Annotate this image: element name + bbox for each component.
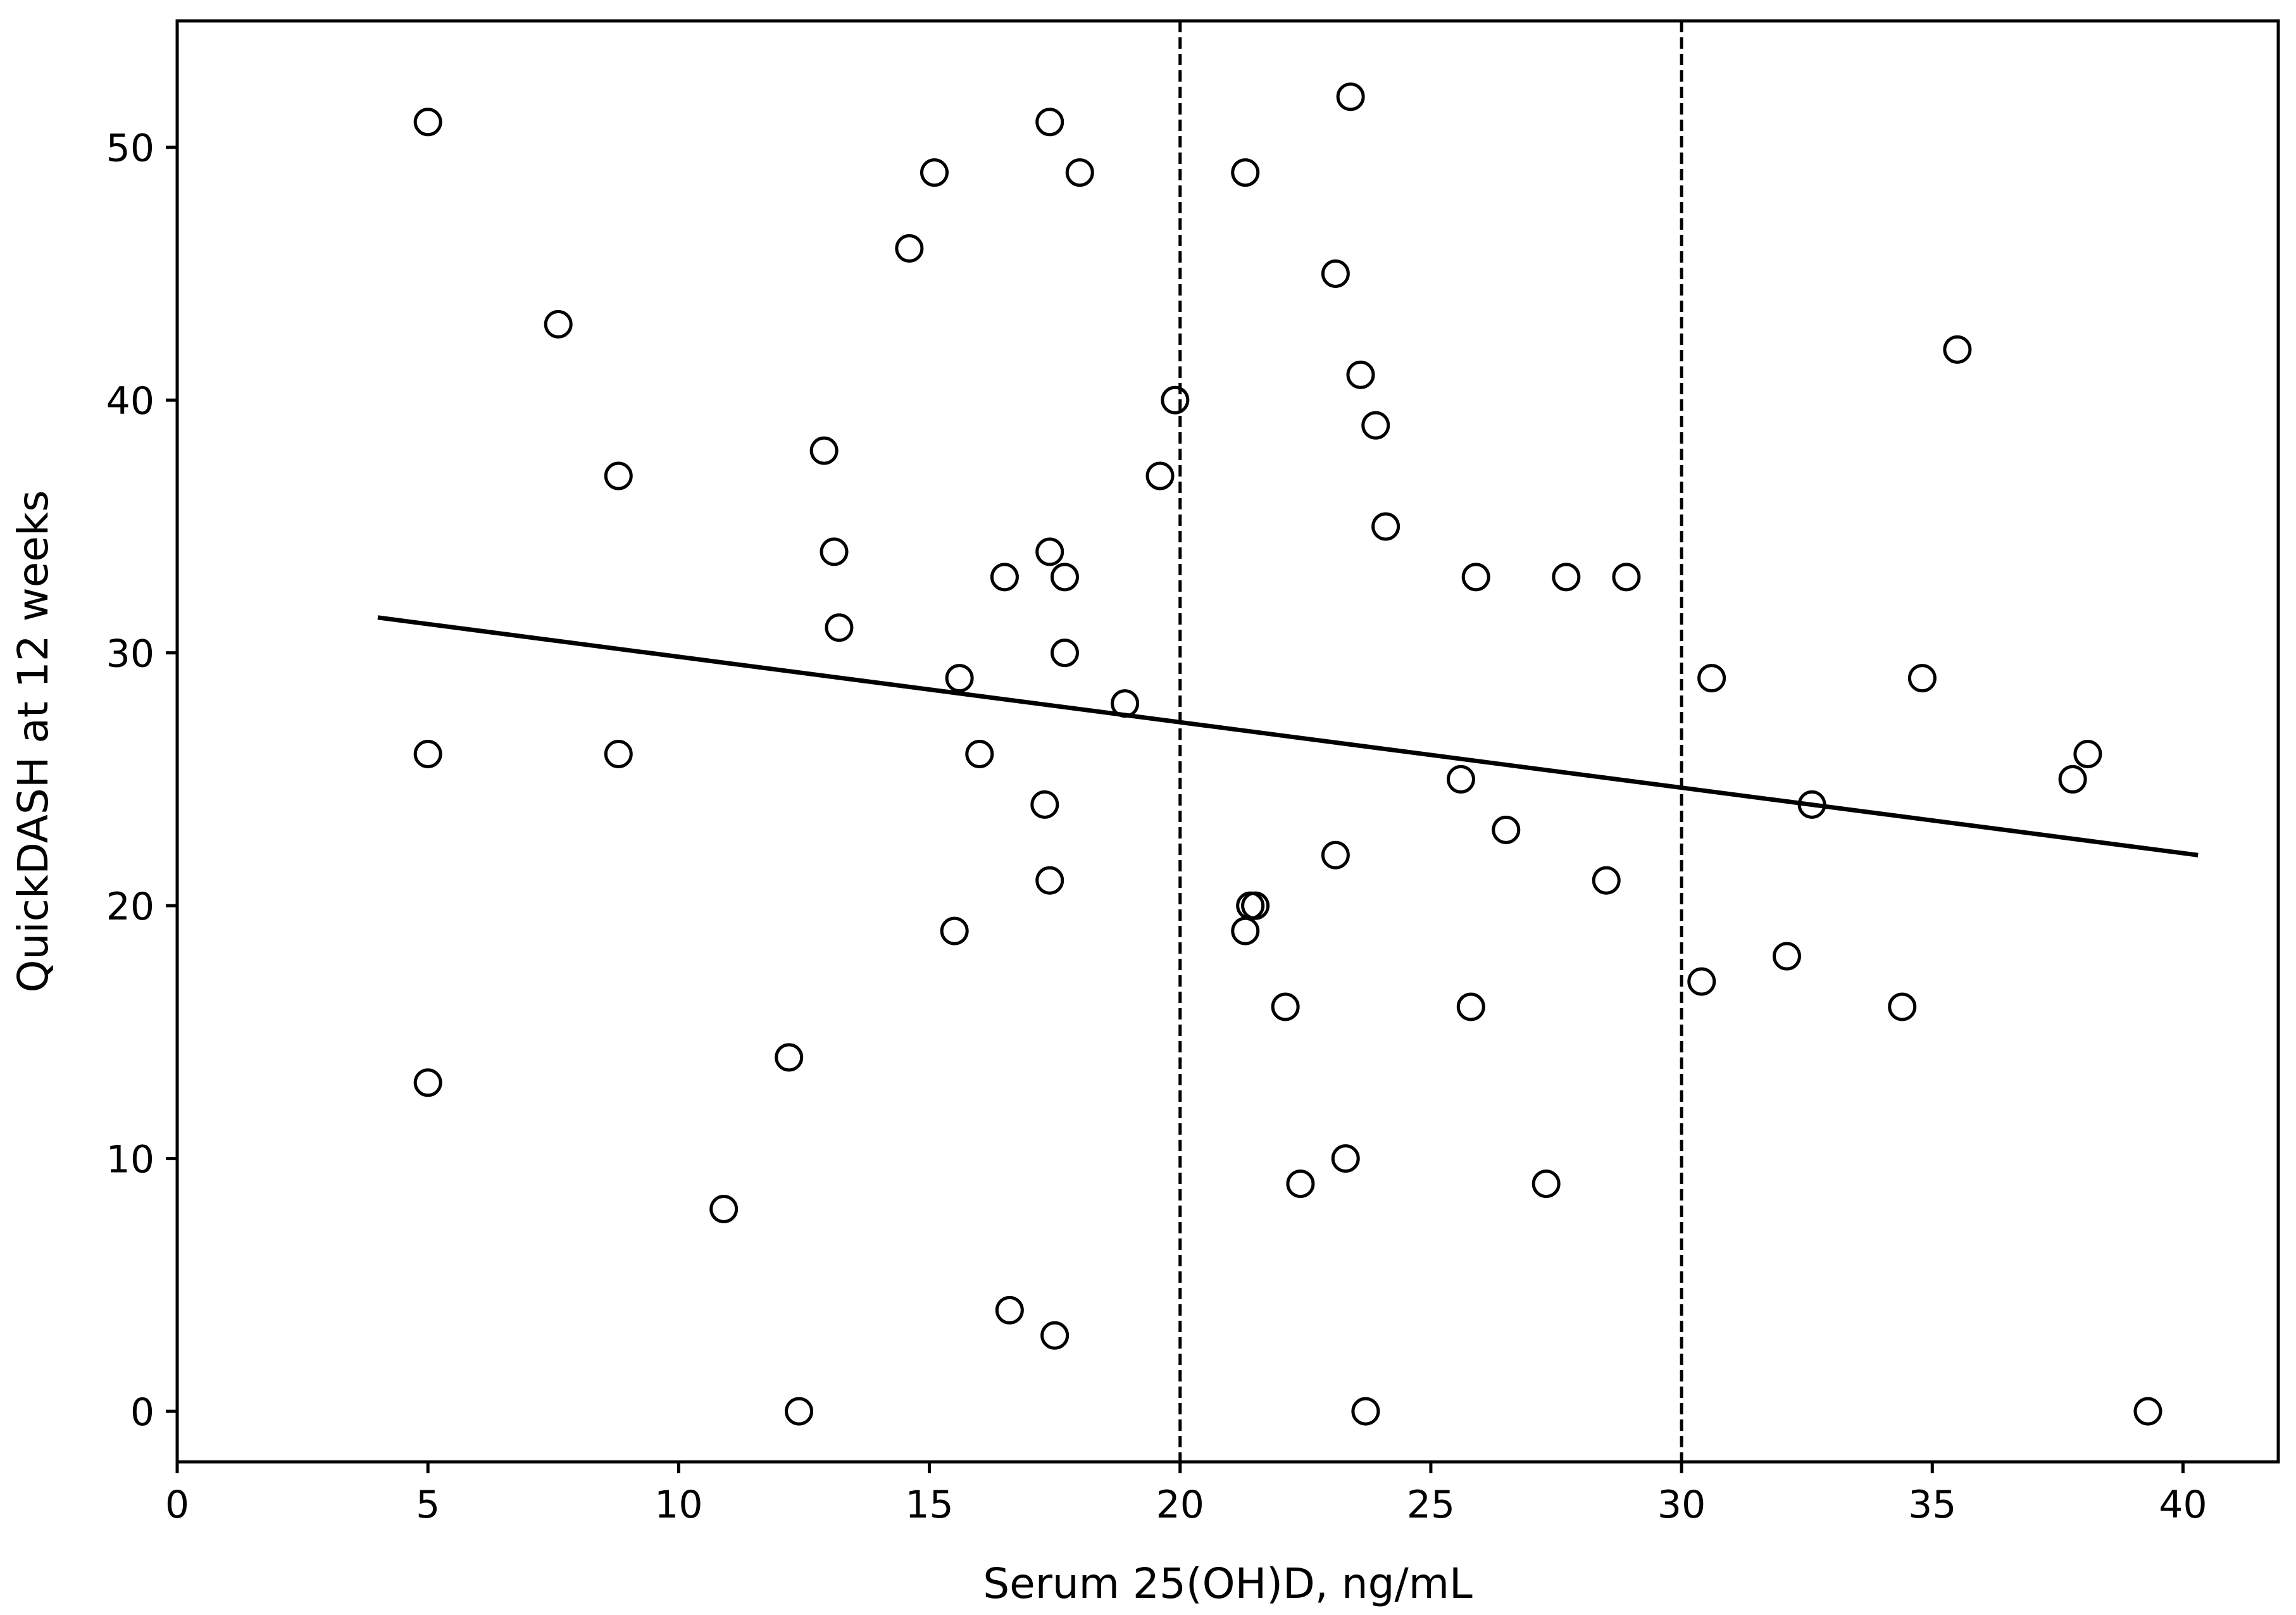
data-point [413,739,442,768]
data-point [1145,461,1175,490]
y-tick-label: 20 [106,885,154,929]
data-point [1035,537,1064,566]
data-point [1331,1144,1360,1173]
data-point [895,234,924,263]
data-point [825,613,854,642]
data-point [920,158,949,187]
x-tick-label: 35 [1908,1483,1956,1527]
data-point [990,563,1019,592]
data-point [1286,1169,1315,1199]
data-point [1321,259,1350,288]
data-point [1321,840,1350,870]
data-point [1231,158,1260,187]
data-point [1592,866,1621,895]
data-point [940,916,969,945]
data-point [809,436,839,465]
data-point [820,537,849,566]
data-point [413,1068,442,1097]
x-tick-label: 15 [905,1483,953,1527]
x-tick-label: 10 [654,1483,702,1527]
data-point [1050,639,1079,668]
data-point [1492,815,1521,844]
data-point [1346,360,1375,389]
data-point [965,739,994,768]
x-tick-label: 25 [1407,1483,1455,1527]
data-point [1371,512,1401,541]
data-point [2058,764,2087,794]
x-tick-label: 5 [416,1483,440,1527]
data-point [413,108,442,137]
data-point [1532,1169,1561,1199]
data-point [1361,411,1390,440]
x-axis-ticks: 0 5 10 15 20 25 30 35 40 [165,1462,2207,1527]
data-point [1241,891,1270,920]
x-axis-title: Serum 25(OH)D, ng/mL [983,1559,1473,1608]
data-point [995,1295,1024,1325]
data-point [1943,335,1972,364]
data-point [1111,689,1140,718]
data-point [1461,563,1490,592]
data-point [775,1043,804,1072]
data-point [544,309,573,339]
data-point [1907,664,1937,693]
data-point [1456,992,1485,1021]
data-point [2133,1397,2162,1426]
y-tick-label: 50 [106,127,154,171]
data-point [1687,967,1716,996]
data-point [1446,764,1475,794]
reference-lines [1178,21,1683,1462]
data-point [1040,1321,1070,1350]
data-point [1797,790,1826,819]
data-point [1161,385,1190,415]
data-point [1050,563,1079,592]
data-point [1336,82,1365,111]
y-axis-title: QuickDASH at 12 weeks [9,490,58,993]
plot-area-frame [175,19,2280,1464]
x-tick-label: 30 [1657,1483,1706,1527]
y-tick-label: 10 [106,1138,154,1182]
data-point [1351,1397,1380,1426]
data-point [1035,866,1064,895]
data-point [1065,158,1094,187]
data-point [945,664,974,693]
data-point [1888,992,1917,1021]
trend-line-group [377,615,2199,857]
trend-line [377,615,2199,857]
y-tick-label: 0 [130,1390,154,1435]
y-tick-label: 30 [106,632,154,677]
x-tick-label: 20 [1156,1483,1204,1527]
data-point [604,739,633,768]
data-points [413,82,2162,1426]
data-point [1271,992,1300,1021]
data-point [785,1397,814,1426]
data-point [1030,790,1059,819]
data-point [709,1195,739,1224]
data-point [1697,664,1726,693]
x-tick-label: 40 [2159,1483,2207,1527]
data-point [1035,108,1064,137]
y-axis-ticks: 0 10 20 30 40 50 [106,127,177,1435]
data-point [1612,563,1641,592]
data-point [604,461,633,490]
x-tick-label: 0 [165,1483,189,1527]
data-point [2073,739,2102,768]
y-tick-label: 40 [106,379,154,423]
data-point [1552,563,1581,592]
data-point [1772,942,1801,971]
